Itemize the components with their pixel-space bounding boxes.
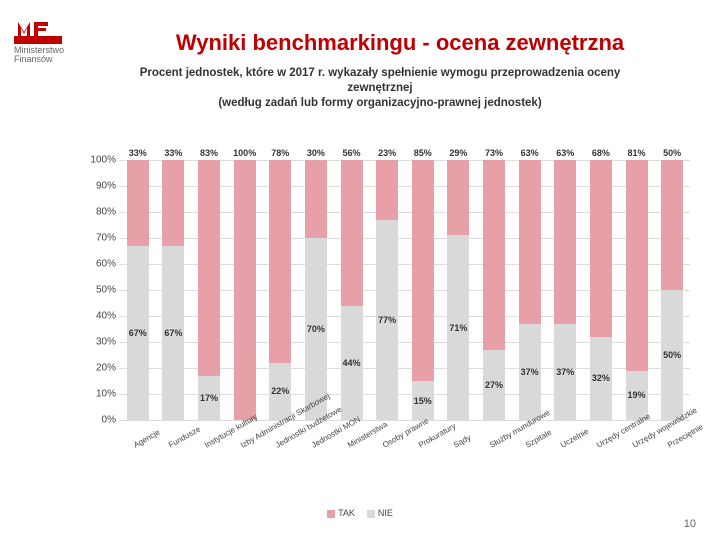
slide-title: Wyniki benchmarkingu - ocena zewnętrzna xyxy=(110,30,690,56)
bar-value-tak: 33% xyxy=(123,148,153,158)
ministry-logo: MinisterstwoFinansów xyxy=(14,18,74,64)
bar-segment-tak xyxy=(269,160,291,363)
x-tick-label: Fundusze xyxy=(167,424,202,449)
x-tick-label: Uczelnie xyxy=(559,427,590,450)
y-tick-label: 50% xyxy=(82,285,116,296)
bar-group: 100% xyxy=(230,160,260,420)
bar-group: 29%71% xyxy=(443,160,473,420)
bar-segment-tak xyxy=(162,160,184,246)
bar-group: 33%67% xyxy=(123,160,153,420)
bar-value-tak: 63% xyxy=(515,148,545,158)
bar-value-nie: 67% xyxy=(158,328,188,338)
bar-group: 33%67% xyxy=(158,160,188,420)
bar-segment-tak xyxy=(626,160,648,371)
bar-group: 73%27% xyxy=(479,160,509,420)
y-tick-label: 80% xyxy=(82,207,116,218)
bar-segment-tak xyxy=(234,160,256,420)
plot-area: 0%10%20%30%40%50%60%70%80%90%100%33%67%3… xyxy=(120,160,690,420)
bar-value-tak: 50% xyxy=(657,148,687,158)
bar-segment-tak xyxy=(127,160,149,246)
y-tick-label: 30% xyxy=(82,337,116,348)
bar-value-nie: 77% xyxy=(372,315,402,325)
bar-value-tak: 81% xyxy=(622,148,652,158)
bar-value-nie: 70% xyxy=(301,324,331,334)
bar-value-nie: 37% xyxy=(550,367,580,377)
bar-value-tak: 78% xyxy=(265,148,295,158)
y-tick-label: 100% xyxy=(82,155,116,166)
page-number: 10 xyxy=(684,518,696,530)
bar-segment-tak xyxy=(305,160,327,238)
bar-group: 68%32% xyxy=(586,160,616,420)
bar-value-nie: 15% xyxy=(408,396,438,406)
gridline xyxy=(120,420,690,421)
bar-group: 85%15% xyxy=(408,160,438,420)
bar-group: 81%19% xyxy=(622,160,652,420)
bar-group: 63%37% xyxy=(550,160,580,420)
bar-value-tak: 68% xyxy=(586,148,616,158)
legend-item: NIE xyxy=(367,508,393,518)
y-tick-label: 40% xyxy=(82,311,116,322)
legend-label: NIE xyxy=(378,508,393,518)
bar-value-nie: 44% xyxy=(337,358,367,368)
bar-value-tak: 83% xyxy=(194,148,224,158)
legend-swatch xyxy=(327,510,335,518)
bar-segment-tak xyxy=(412,160,434,381)
bar-value-tak: 85% xyxy=(408,148,438,158)
bar-group: 50%50% xyxy=(657,160,687,420)
chart-legend: TAK NIE xyxy=(0,508,720,518)
bar-value-tak: 73% xyxy=(479,148,509,158)
legend-swatch xyxy=(367,510,375,518)
bar-segment-tak xyxy=(590,160,612,337)
bar-group: 78%22% xyxy=(265,160,295,420)
bar-value-nie: 37% xyxy=(515,367,545,377)
y-tick-label: 60% xyxy=(82,259,116,270)
bar-value-nie: 22% xyxy=(265,386,295,396)
bar-value-nie: 17% xyxy=(194,393,224,403)
bar-group: 30%70% xyxy=(301,160,331,420)
x-axis-labels: AgencjeFunduszeInstytucje kulturyIzby Ad… xyxy=(120,422,690,472)
bar-segment-tak xyxy=(483,160,505,350)
bar-value-nie: 27% xyxy=(479,380,509,390)
x-tick-label: Szpitale xyxy=(524,428,553,450)
bar-group: 83%17% xyxy=(194,160,224,420)
bar-value-nie: 19% xyxy=(622,390,652,400)
bar-value-nie: 71% xyxy=(443,323,473,333)
bar-value-tak: 56% xyxy=(337,148,367,158)
legend-label: TAK xyxy=(338,508,355,518)
bar-segment-tak xyxy=(447,160,469,235)
bar-segment-tak xyxy=(376,160,398,220)
legend-item: TAK xyxy=(327,508,355,518)
bar-group: 56%44% xyxy=(337,160,367,420)
bar-value-tak: 29% xyxy=(443,148,473,158)
chart-subtitle: Procent jednostek, które w 2017 r. wykaz… xyxy=(110,66,650,111)
bar-segment-tak xyxy=(661,160,683,290)
bar-value-tak: 63% xyxy=(550,148,580,158)
y-tick-label: 20% xyxy=(82,363,116,374)
benchmark-chart: 0%10%20%30%40%50%60%70%80%90%100%33%67%3… xyxy=(80,160,690,450)
y-tick-label: 70% xyxy=(82,233,116,244)
bar-segment-tak xyxy=(341,160,363,306)
bar-value-nie: 67% xyxy=(123,328,153,338)
bar-value-tak: 33% xyxy=(158,148,188,158)
logo-text: MinisterstwoFinansów xyxy=(14,46,74,64)
bar-segment-tak xyxy=(554,160,576,324)
y-tick-label: 90% xyxy=(82,181,116,192)
bar-segment-tak xyxy=(519,160,541,324)
bar-value-tak: 30% xyxy=(301,148,331,158)
bar-value-tak: 23% xyxy=(372,148,402,158)
bar-value-tak: 100% xyxy=(230,148,260,158)
bar-group: 23%77% xyxy=(372,160,402,420)
x-tick-label: Sądy xyxy=(452,433,472,450)
y-tick-label: 0% xyxy=(82,415,116,426)
bar-value-nie: 32% xyxy=(586,373,616,383)
x-tick-label: Agencje xyxy=(132,428,162,450)
y-tick-label: 10% xyxy=(82,389,116,400)
bar-segment-tak xyxy=(198,160,220,376)
bar-group: 63%37% xyxy=(515,160,545,420)
bar-value-nie: 50% xyxy=(657,350,687,360)
